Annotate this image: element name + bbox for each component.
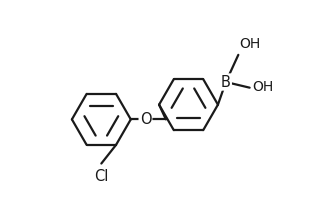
- Text: Cl: Cl: [94, 168, 109, 184]
- Text: O: O: [140, 112, 151, 127]
- Text: B: B: [221, 74, 231, 89]
- Text: OH: OH: [239, 37, 261, 51]
- Text: OH: OH: [252, 80, 273, 93]
